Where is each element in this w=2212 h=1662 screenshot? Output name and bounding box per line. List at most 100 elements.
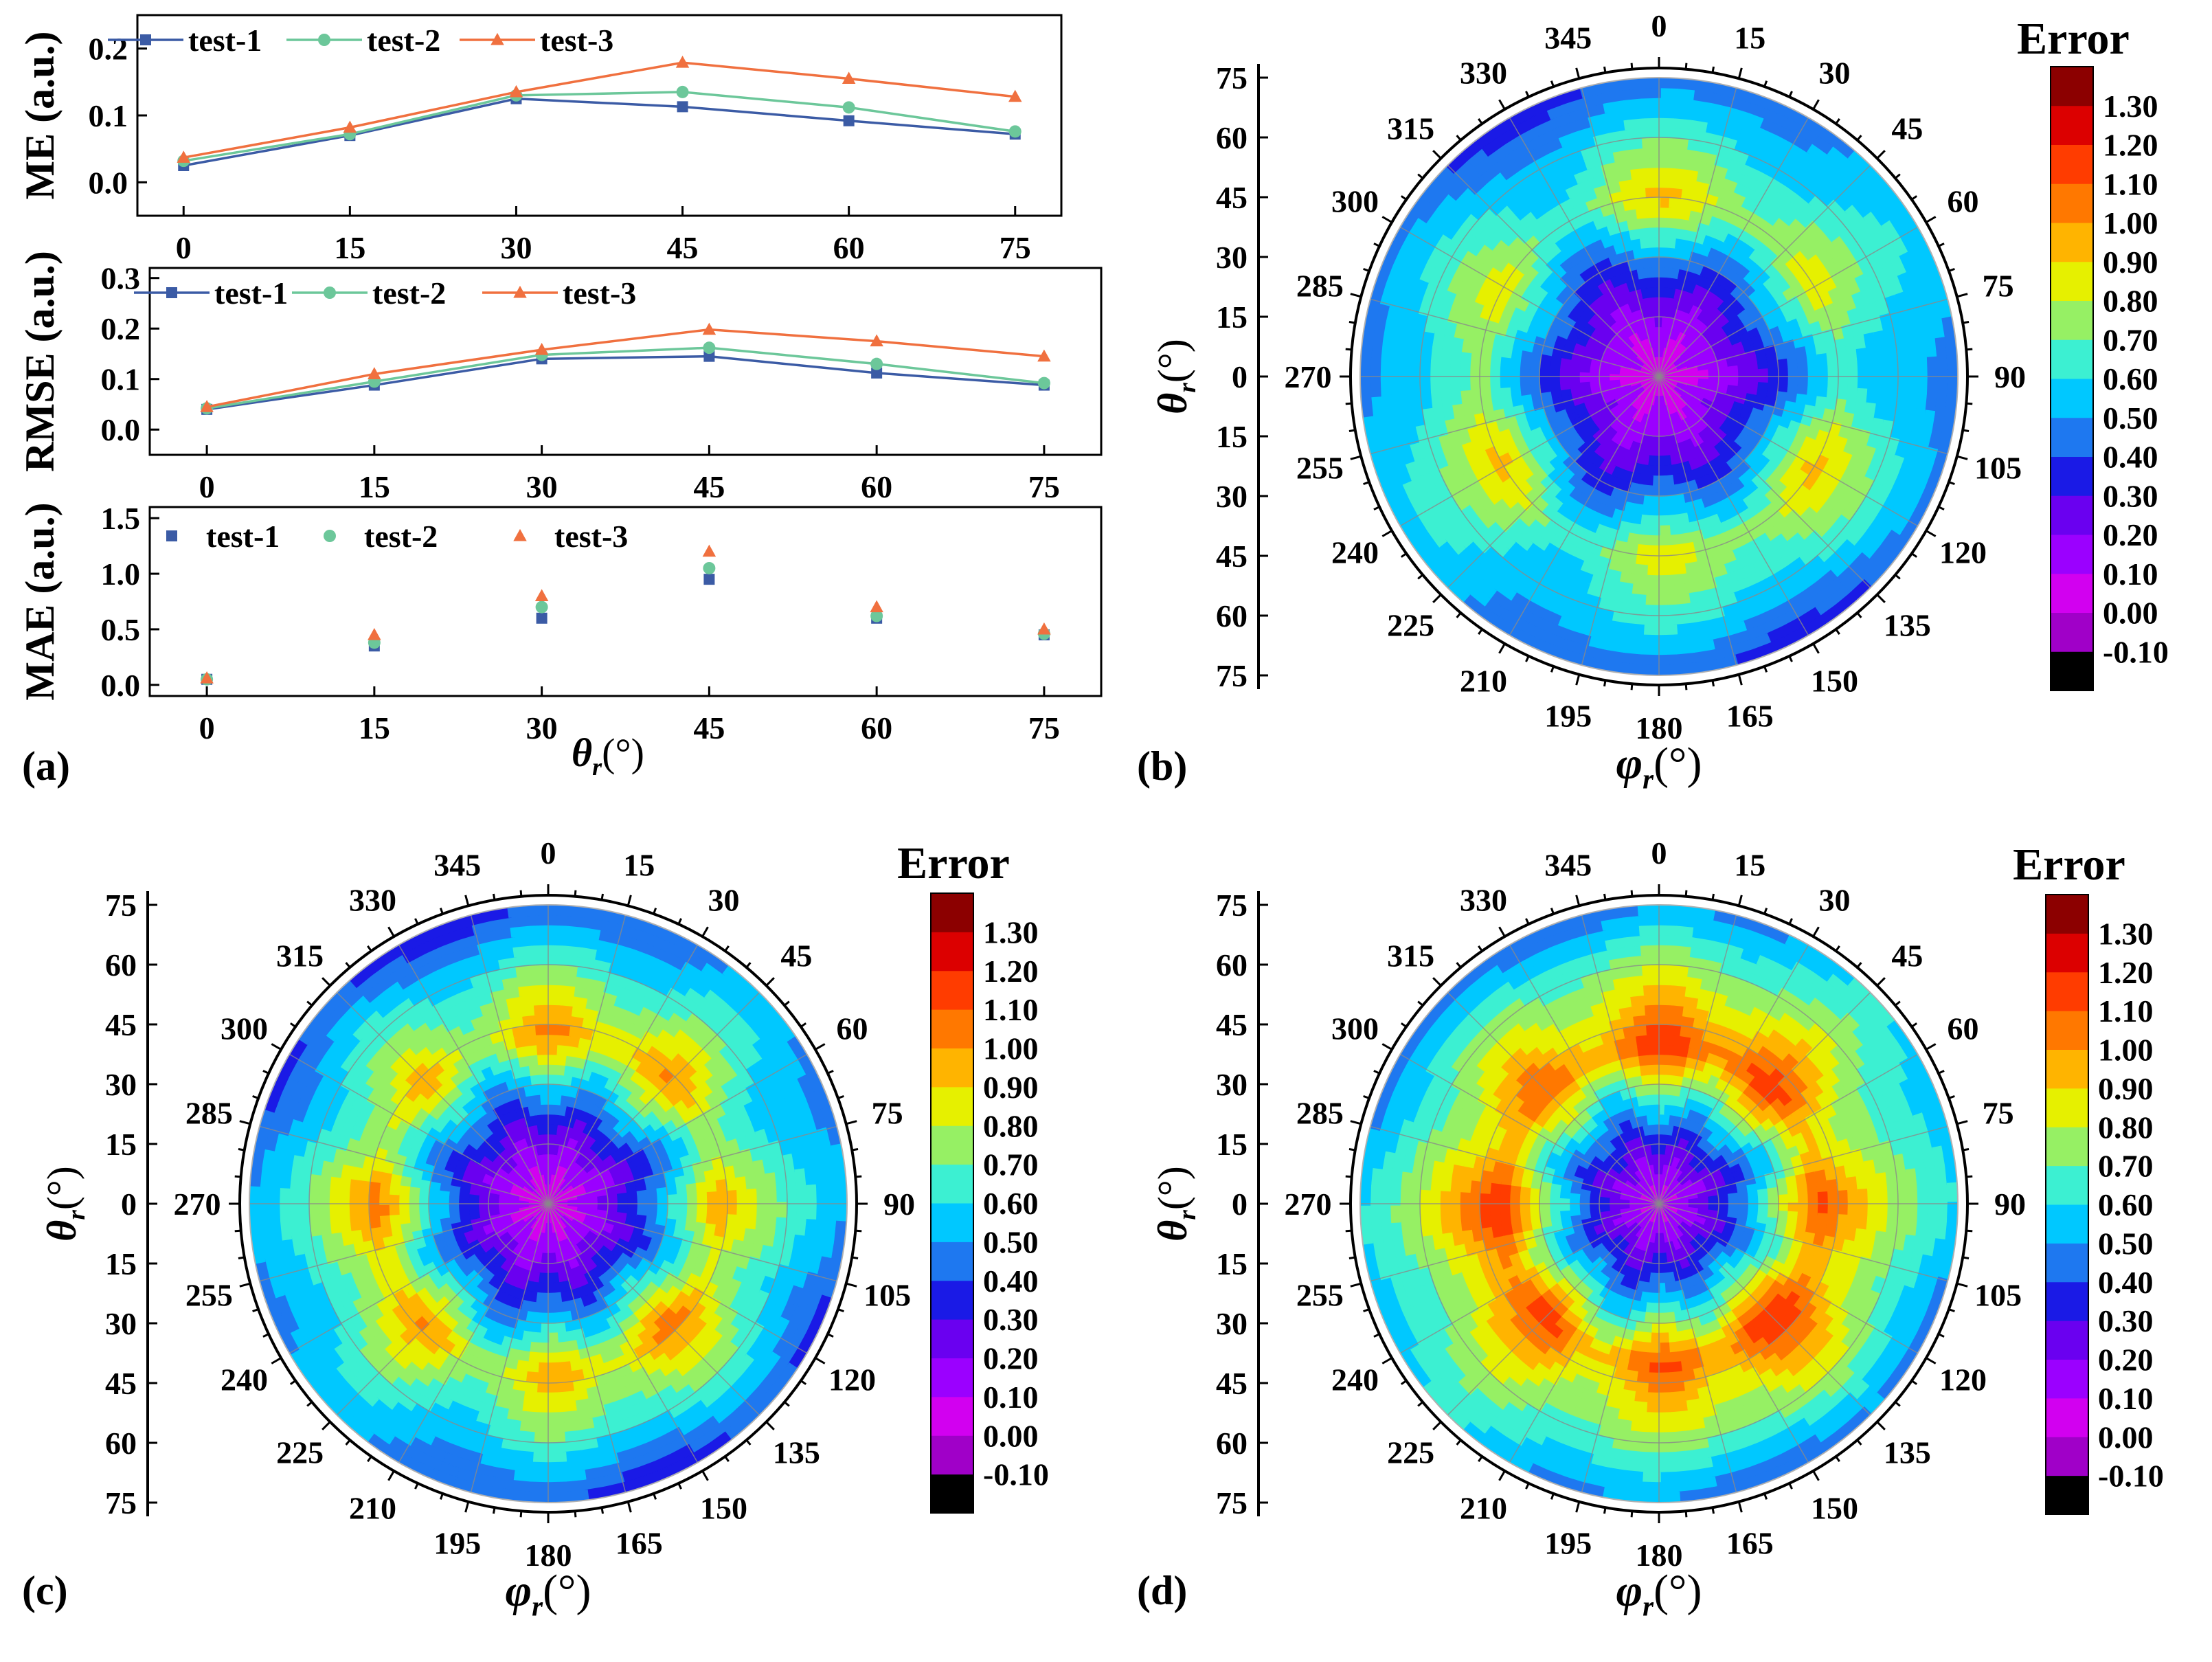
x-tick-label: 15 [359,710,390,745]
ring-tick [1603,680,1607,687]
contour-cell [1638,97,1661,109]
phi-tick-label: 165 [1726,699,1774,734]
data-point [702,322,716,335]
x-tick-label: 30 [526,469,558,504]
series-test-3 [200,322,1051,412]
legend-marker [513,528,527,541]
phi-tick-label: 60 [1948,184,1979,219]
phi-tick-label: 120 [1939,535,1987,570]
colorbar-tick-label: 1.00 [2103,205,2158,240]
colorbar-title: Error [2017,14,2130,64]
series-test-2 [201,561,1050,686]
ring-tick [1575,674,1581,686]
data-point [200,671,214,684]
theta-tick-label: 75 [1216,60,1248,96]
ring-tick [1417,173,1424,179]
theta-tick-label: 45 [1216,539,1248,574]
data-point [703,350,715,362]
data-point [509,85,523,98]
x-tick-label: 60 [833,230,865,265]
contour-cell [537,1053,550,1066]
legend-marker [324,287,336,299]
ring-tick [1763,666,1768,673]
colorbar-segment [2051,379,2093,418]
colorbar: Error-0.100.000.100.200.300.400.500.600.… [2017,14,2169,691]
series-line [183,91,1016,162]
plot-frame [148,506,1103,697]
ring-tick [1962,429,1970,433]
colorbar-segment [2051,535,2093,574]
contour-cell [540,1093,550,1105]
y-tick-label: 0.2 [89,32,128,67]
colorbar-segment [2051,261,2093,301]
theta-tick-label: 75 [1216,658,1248,693]
data-point [870,357,883,370]
phi-tick-label: 330 [1460,55,1507,90]
x-tick-label: 60 [861,710,892,745]
data-point [536,612,548,624]
legend-label: test-2 [372,276,446,311]
ring-tick [1432,594,1442,603]
data-point [534,343,549,355]
contour-cell [1649,246,1660,258]
phi-tick-label: 345 [1544,20,1592,55]
ring-tick [1363,481,1370,486]
series-test-3 [177,56,1022,163]
theta-tick-label: 15 [1216,300,1248,335]
ring-tick [1525,655,1530,662]
colorbar-segment [2051,573,2093,613]
ring-tick [1788,655,1793,662]
y-tick-label: 0.0 [101,668,141,703]
colorbar-segment [2051,339,2093,379]
contour-cell [541,1113,550,1125]
data-point [703,341,716,355]
colorbar-tick-label: 0.60 [2103,361,2158,396]
ring-tick [1835,628,1840,636]
ring-tick [1478,628,1483,636]
ring-tick [1910,552,1918,558]
ring-tick [1711,680,1715,687]
ring-tick [1926,530,1937,537]
y-axis-label: ME (a.u.) [17,32,63,200]
theta-tick-label: 60 [1216,598,1248,633]
y-tick-label: 0.0 [89,165,128,200]
ring-tick [1835,117,1840,125]
y-tick-label: 1.5 [101,501,141,536]
legend-label: test-2 [367,23,440,58]
ring-tick [1603,66,1607,74]
phi-tick-label: 255 [1296,450,1344,485]
panel-letter-d: (d) [1137,1568,1187,1613]
x-tick-label: 0 [199,710,215,745]
phi-tick-label: 240 [1331,535,1379,570]
ring-tick [1737,67,1743,79]
data-point [843,115,855,126]
contour-cell [1647,226,1660,238]
panel-letter-a: (a) [22,743,70,789]
ring-tick [1381,216,1392,223]
ring-tick [1910,195,1918,201]
contour-cell [1644,177,1661,188]
ring-tick [1575,67,1581,79]
phi-tick-label: 300 [1331,184,1379,219]
data-point [702,544,716,557]
phi-tick-label: 45 [1891,111,1923,146]
legend-marker [318,34,330,46]
x-tick-label: 45 [667,230,699,265]
data-point [368,367,381,379]
colorbar-tick-label: 0.90 [2103,245,2158,280]
data-point [842,101,855,114]
colorbar-tick-label: 1.30 [2103,89,2158,124]
data-point [703,574,715,585]
series-line [206,355,1045,411]
ring-tick [1856,135,1862,142]
x-tick-label: 75 [1028,469,1060,504]
ring-tick [1966,348,1973,351]
colorbar-tick-label: 0.70 [2103,322,2158,357]
data-point [842,71,856,85]
ring-tick [1525,91,1530,98]
phi-tick-label: 225 [1387,607,1434,642]
ring-tick [1363,267,1370,272]
colorbar-segment [2051,651,2093,691]
ring-tick [1956,293,1968,298]
legend-label: test-3 [540,23,613,58]
